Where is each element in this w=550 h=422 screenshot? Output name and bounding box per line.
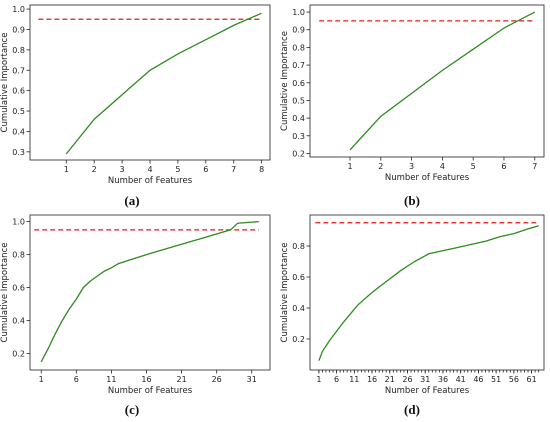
y-tick-label: 0.2 (292, 335, 305, 344)
x-tick-label: 56 (509, 375, 519, 384)
panel-label: (b) (404, 193, 420, 208)
y-tick-label: 0.8 (12, 46, 25, 55)
chart-panel-1: 1 2 3 4 5 6 7 8 0.3 0.4 0.5 0.6 0.7 0.8 0.9 1.0 Number o… (0, 4, 271, 208)
x-tick-label: 1 (347, 162, 352, 171)
x-tick-label: 2 (92, 165, 97, 174)
x-tick-label: 6 (501, 162, 506, 171)
y-tick-label: 0.7 (292, 61, 305, 70)
x-tick-label: 5 (471, 162, 476, 171)
x-tick-label: 36 (438, 375, 448, 384)
plot-frame (29, 214, 271, 371)
y-tick-label: 0.2 (12, 350, 25, 359)
x-tick-label: 6 (334, 375, 339, 384)
x-tick-label: 51 (491, 375, 501, 384)
y-tick-label: 0.4 (12, 317, 25, 326)
y-tick-label: 0.2 (292, 149, 305, 158)
y-tick-label: 0.4 (292, 304, 305, 313)
cumulative-importance-line (65, 12, 262, 155)
panel-label: (a) (124, 193, 139, 208)
y-tick-label: 0.9 (292, 26, 305, 35)
y-tick-label: 0.8 (12, 251, 25, 260)
x-tick-label: 3 (120, 165, 125, 174)
y-tick-label: 0.4 (12, 127, 25, 136)
y-tick-label: 0.8 (292, 242, 305, 251)
plot-frame (29, 4, 271, 161)
cumulative-importance-line (318, 225, 539, 361)
x-axis-title: Number of Features (108, 176, 193, 186)
x-tick-label: 4 (147, 165, 152, 174)
x-tick-label: 11 (106, 375, 116, 384)
x-tick-label: 31 (247, 375, 257, 384)
x-tick-label: 41 (456, 375, 466, 384)
y-axis-title: Cumulative Importance (0, 243, 10, 343)
x-tick-label: 3 (409, 162, 414, 171)
y-axis-title: Cumulative Importance (0, 33, 10, 133)
x-tick-label: 7 (231, 165, 236, 174)
x-tick-label: 1 (316, 375, 321, 384)
chart-panel-4: 1 6 11 16 21 26 31 36 41 46 51 56 610.20.40.60.8Numb… (280, 214, 545, 417)
panel-label: (c) (125, 402, 139, 417)
y-tick-label: 0.5 (292, 96, 305, 105)
x-tick-label: 11 (349, 375, 359, 384)
y-tick-label: 0.6 (12, 284, 25, 293)
y-tick-label: 1.0 (12, 218, 25, 227)
x-tick-label: 2 (378, 162, 383, 171)
x-tick-label: 16 (367, 375, 377, 384)
x-tick-label: 26 (212, 375, 222, 384)
x-tick-label: 8 (259, 165, 264, 174)
x-tick-label: 5 (175, 165, 180, 174)
y-tick-label: 0.3 (12, 148, 25, 157)
plot-frame (309, 4, 545, 158)
y-tick-label: 0.3 (292, 132, 305, 141)
cumulative-importance-line (40, 220, 259, 363)
y-tick-label: 0.4 (292, 114, 305, 123)
cumulative-importance-line (349, 11, 536, 151)
x-tick-label: 31 (420, 375, 430, 384)
y-tick-label: 0.8 (292, 43, 305, 52)
x-tick-label: 21 (176, 375, 186, 384)
x-axis-title: Number of Features (385, 386, 470, 396)
x-tick-label: 21 (385, 375, 395, 384)
y-axis-title: Cumulative Importance (280, 243, 290, 343)
x-tick-label: 4 (440, 162, 445, 171)
x-tick-label: 26 (402, 375, 412, 384)
y-tick-label: 0.6 (292, 79, 305, 88)
chart-panel-2: 1 2 3 4 5 6 7 0.2 0.3 0.4 0.5 0.6 0.7 0.8 0.9 1.0 Number… (280, 4, 545, 208)
panel-label: (d) (404, 402, 420, 417)
x-tick-label: 6 (203, 165, 208, 174)
x-axis-title: Number of Features (385, 173, 470, 183)
x-tick-label: 7 (532, 162, 537, 171)
y-tick-label: 1.0 (292, 8, 305, 17)
x-tick-label: 6 (74, 375, 79, 384)
x-tick-label: 1 (39, 375, 44, 384)
x-tick-label: 16 (141, 375, 151, 384)
y-tick-label: 0.9 (12, 25, 25, 34)
x-tick-label: 1 (64, 165, 69, 174)
x-tick-label: 61 (526, 375, 536, 384)
plot-frame (309, 214, 545, 371)
x-tick-label: 46 (473, 375, 483, 384)
x-axis-title: Number of Features (108, 386, 193, 396)
y-tick-label: 0.5 (12, 107, 25, 116)
y-tick-label: 0.7 (12, 66, 25, 75)
y-tick-label: 0.6 (292, 273, 305, 282)
y-tick-label: 1.0 (12, 5, 25, 14)
y-axis-title: Cumulative Importance (280, 31, 290, 131)
y-tick-label: 0.6 (12, 87, 25, 96)
